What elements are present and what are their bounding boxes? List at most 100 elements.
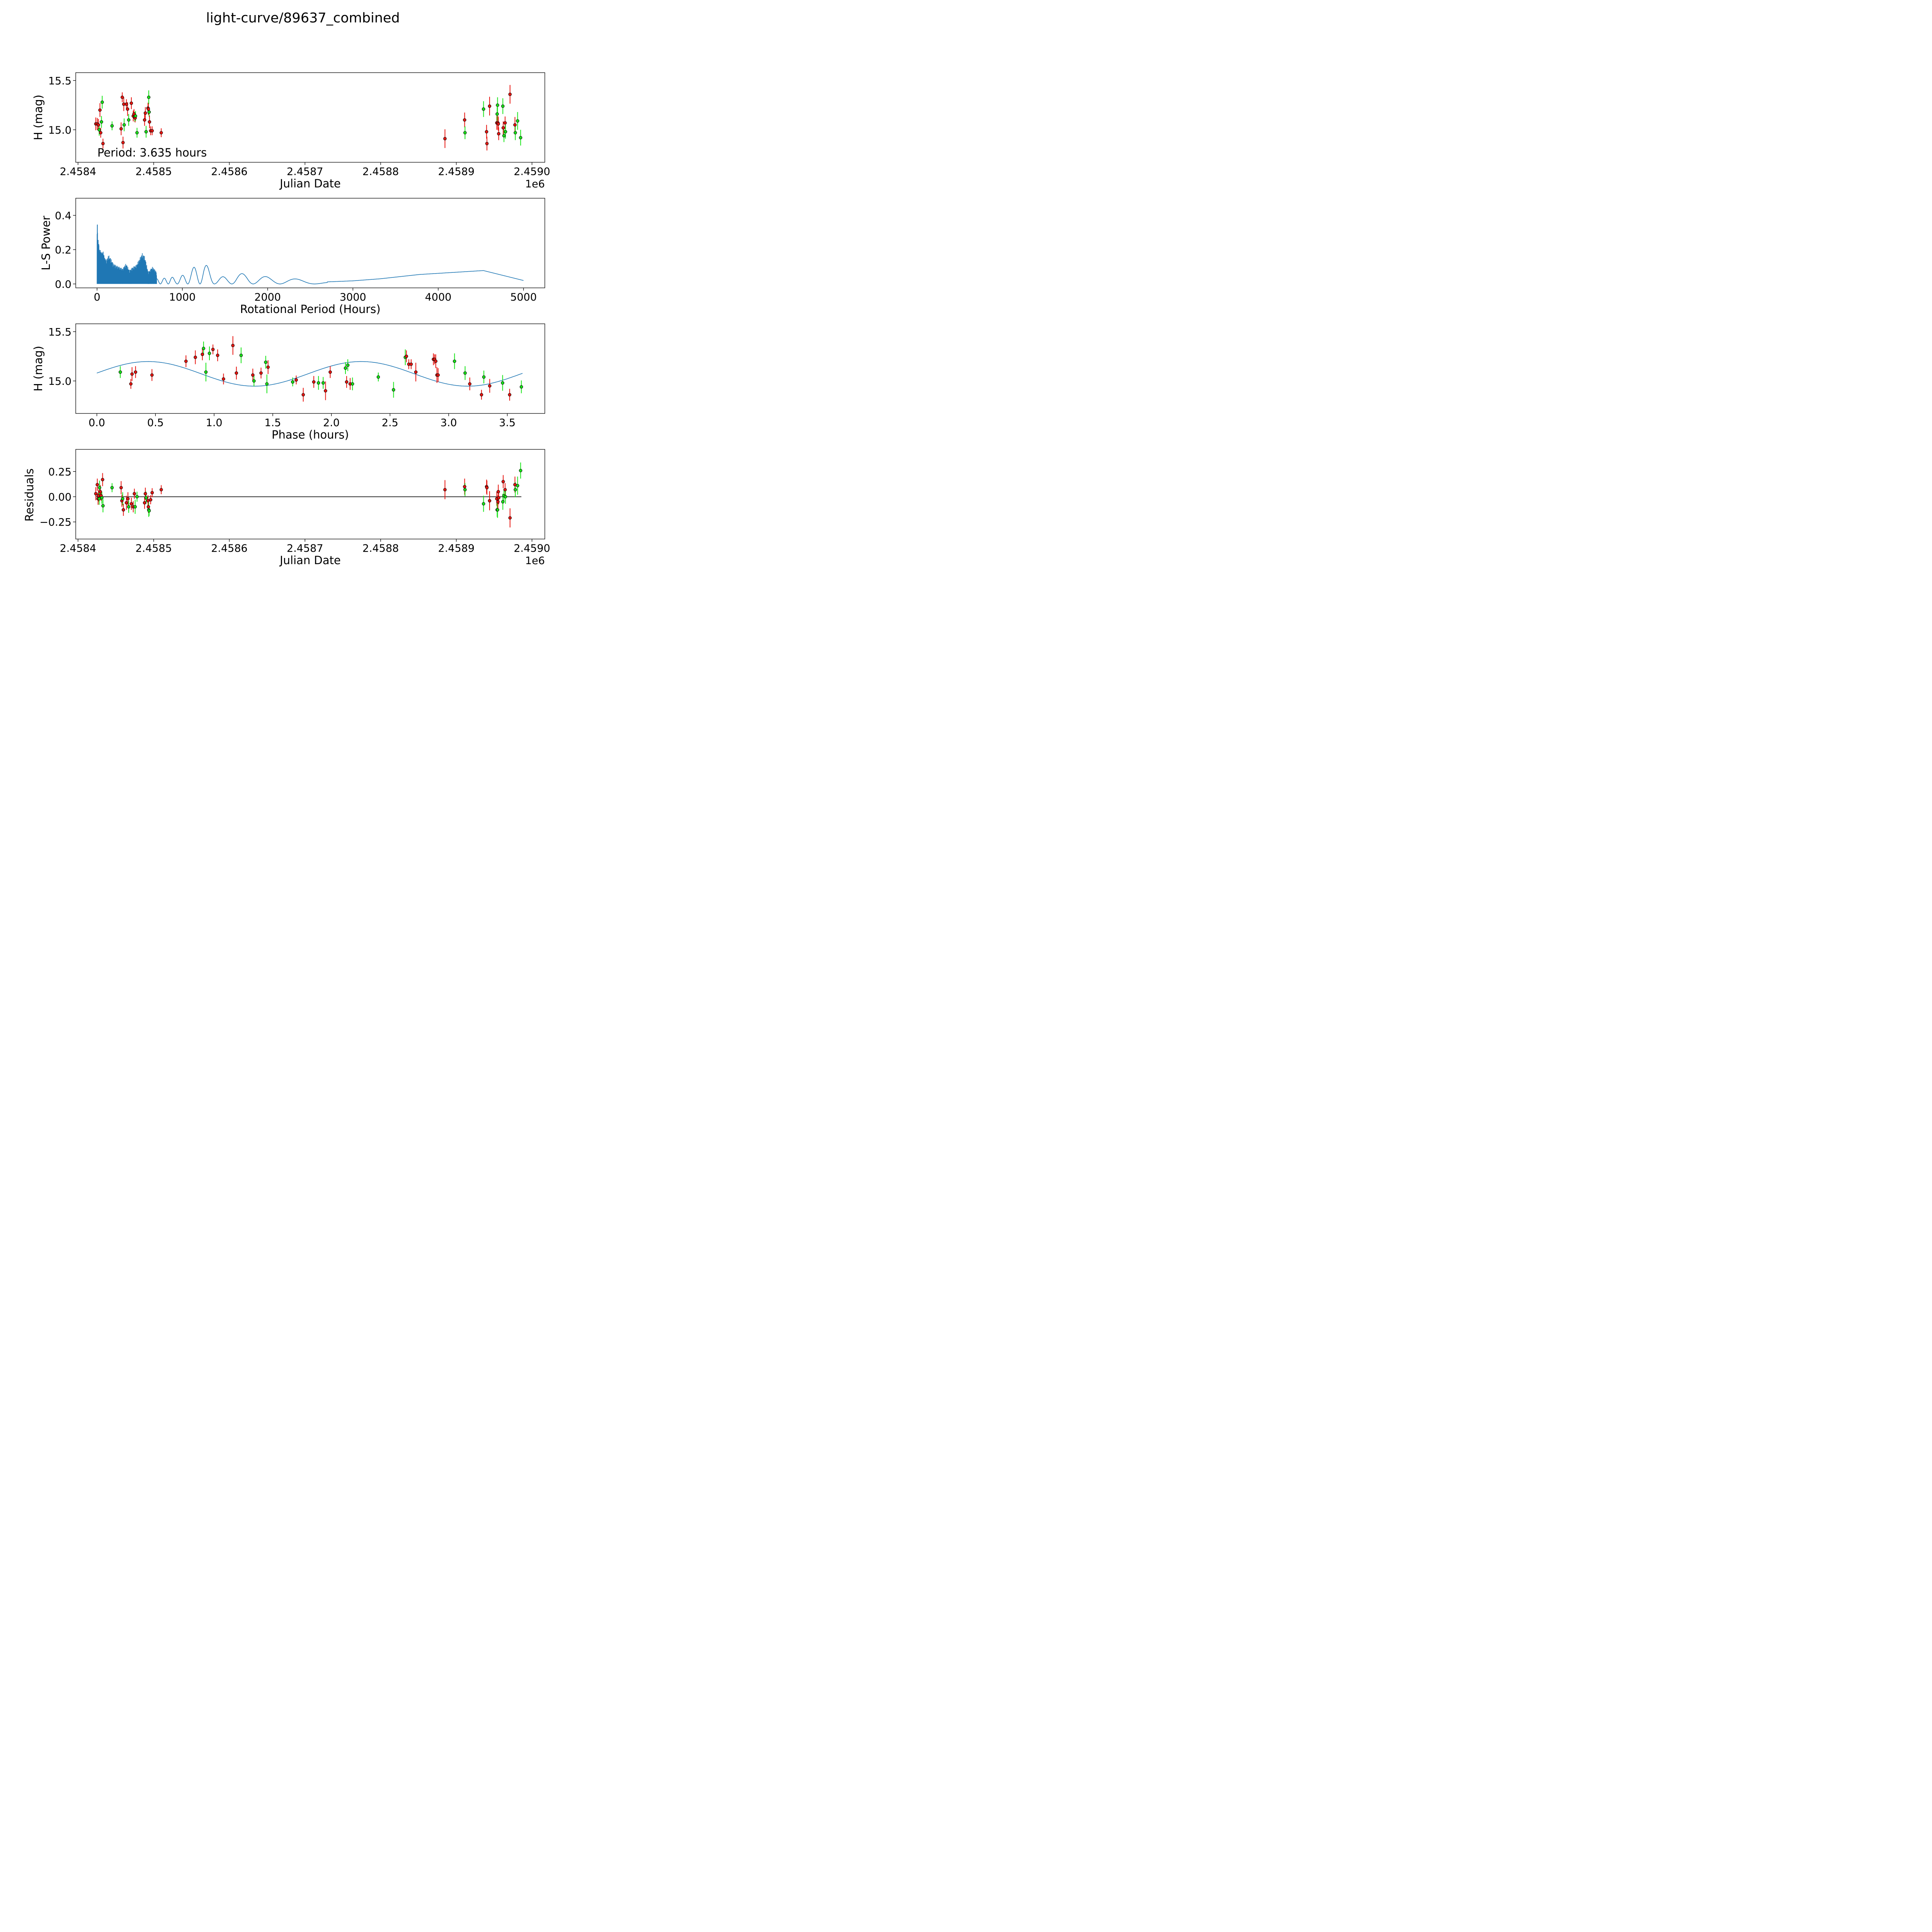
x-tick-label: 0 [94,291,100,303]
data-point [97,123,100,127]
data-point [110,486,114,490]
data-point [94,492,98,495]
x-tick-label: 2.4588 [362,543,399,554]
data-point [147,110,151,114]
data-point [508,393,512,396]
x-tick-label: 1.5 [264,417,281,429]
period-annotation: Period: 3.635 hours [97,146,207,159]
data-point [346,363,350,367]
data-point [312,380,316,384]
data-point [443,488,447,492]
y-tick-label: 0.25 [48,466,71,478]
lightcurve-ticks: 2.4584 2.4585 2.4586 2.4587 2.4588 2.4589 2.45… [48,75,550,178]
data-point [100,100,104,104]
periodogram-line [156,265,524,284]
data-point [146,107,150,111]
x-tick-label: 2.4587 [287,543,323,554]
data-point [259,371,263,375]
data-point [503,121,507,125]
data-point [508,92,512,96]
data-point [133,505,137,509]
data-point [129,101,133,105]
panel-periodogram: 0 1000 2000 3000 4000 5000 0.0 0.2 0.4 Rotationa… [39,198,545,316]
x-tick-label: 2.4585 [135,543,172,554]
data-point [204,370,208,374]
data-point [482,375,486,379]
x-tick-label: 2.5 [382,417,398,429]
data-point [264,361,267,364]
data-point [520,385,523,389]
data-point [95,483,99,486]
x-tick-label: 3.0 [440,417,457,429]
phased-ticks: 0.0 0.5 1.0 1.5 2.0 2.5 3.0 3.5 15.0 15.5 [48,326,515,429]
data-point [480,393,483,396]
x-tick-label: 2.0 [323,417,340,429]
data-point [252,379,256,383]
y-tick-label: 15.0 [48,376,71,388]
data-point [101,142,105,145]
x-tick-label: 2.4589 [438,166,474,178]
data-point [324,389,327,393]
data-point [124,102,128,106]
data-point [133,492,136,495]
data-point [134,114,137,118]
data-point [147,95,151,99]
data-point [405,354,408,358]
figure-title: light-curve/89637_combined [206,10,400,26]
data-point [513,123,517,127]
data-point [463,485,466,488]
data-point [485,142,489,145]
data-point [345,380,349,384]
data-point [501,104,505,108]
data-point [239,354,243,357]
data-point [150,373,154,377]
x-tick-label: 2.4590 [514,543,550,554]
data-point [150,129,154,133]
data-point [502,134,506,138]
data-point [266,365,270,369]
data-point [126,107,129,111]
figure-background [0,0,597,597]
data-point [121,497,124,501]
x-tick-label: 2.4587 [287,166,323,178]
lightcurve-offset-label: 1e6 [525,178,545,190]
phased-marks [97,336,523,402]
phased-ylabel: H (mag) [32,346,45,391]
data-point [100,496,104,500]
data-point [129,502,133,506]
panel-lightcurve: 2.4584 2.4585 2.4586 2.4587 2.4588 2.4589 2.45… [32,72,550,190]
x-tick-label: 2000 [254,291,281,303]
data-point [207,352,211,355]
data-point [184,359,188,363]
data-point [143,118,146,122]
periodogram-marks [97,224,524,284]
data-point [119,486,123,490]
x-tick-label: 3.5 [499,417,515,429]
data-point [497,122,500,126]
data-point [222,377,225,381]
data-point [503,488,507,492]
data-point [143,111,147,115]
data-point [414,370,418,374]
data-point [134,370,138,374]
data-point [488,499,492,503]
data-point [150,491,154,495]
panel-phased: 0.0 0.5 1.0 1.5 2.0 2.5 3.0 3.5 15.0 15.5 Phase (… [32,323,545,441]
data-point [485,486,489,490]
data-point [135,131,139,134]
data-point [100,120,103,124]
data-point [485,130,488,134]
y-tick-label: 0.0 [55,279,71,291]
data-point [124,501,128,505]
lightcurve-xlabel: Julian Date [279,177,341,190]
lightcurve-axes-frame [75,72,545,163]
residuals-axes-frame [75,449,545,539]
data-point [482,502,485,506]
x-tick-label: 2.4584 [60,166,96,178]
data-point [516,484,519,488]
data-point [99,490,102,493]
data-point [392,388,395,392]
x-tick-label: 3000 [340,291,366,303]
data-point [488,104,492,108]
data-point [231,344,235,347]
